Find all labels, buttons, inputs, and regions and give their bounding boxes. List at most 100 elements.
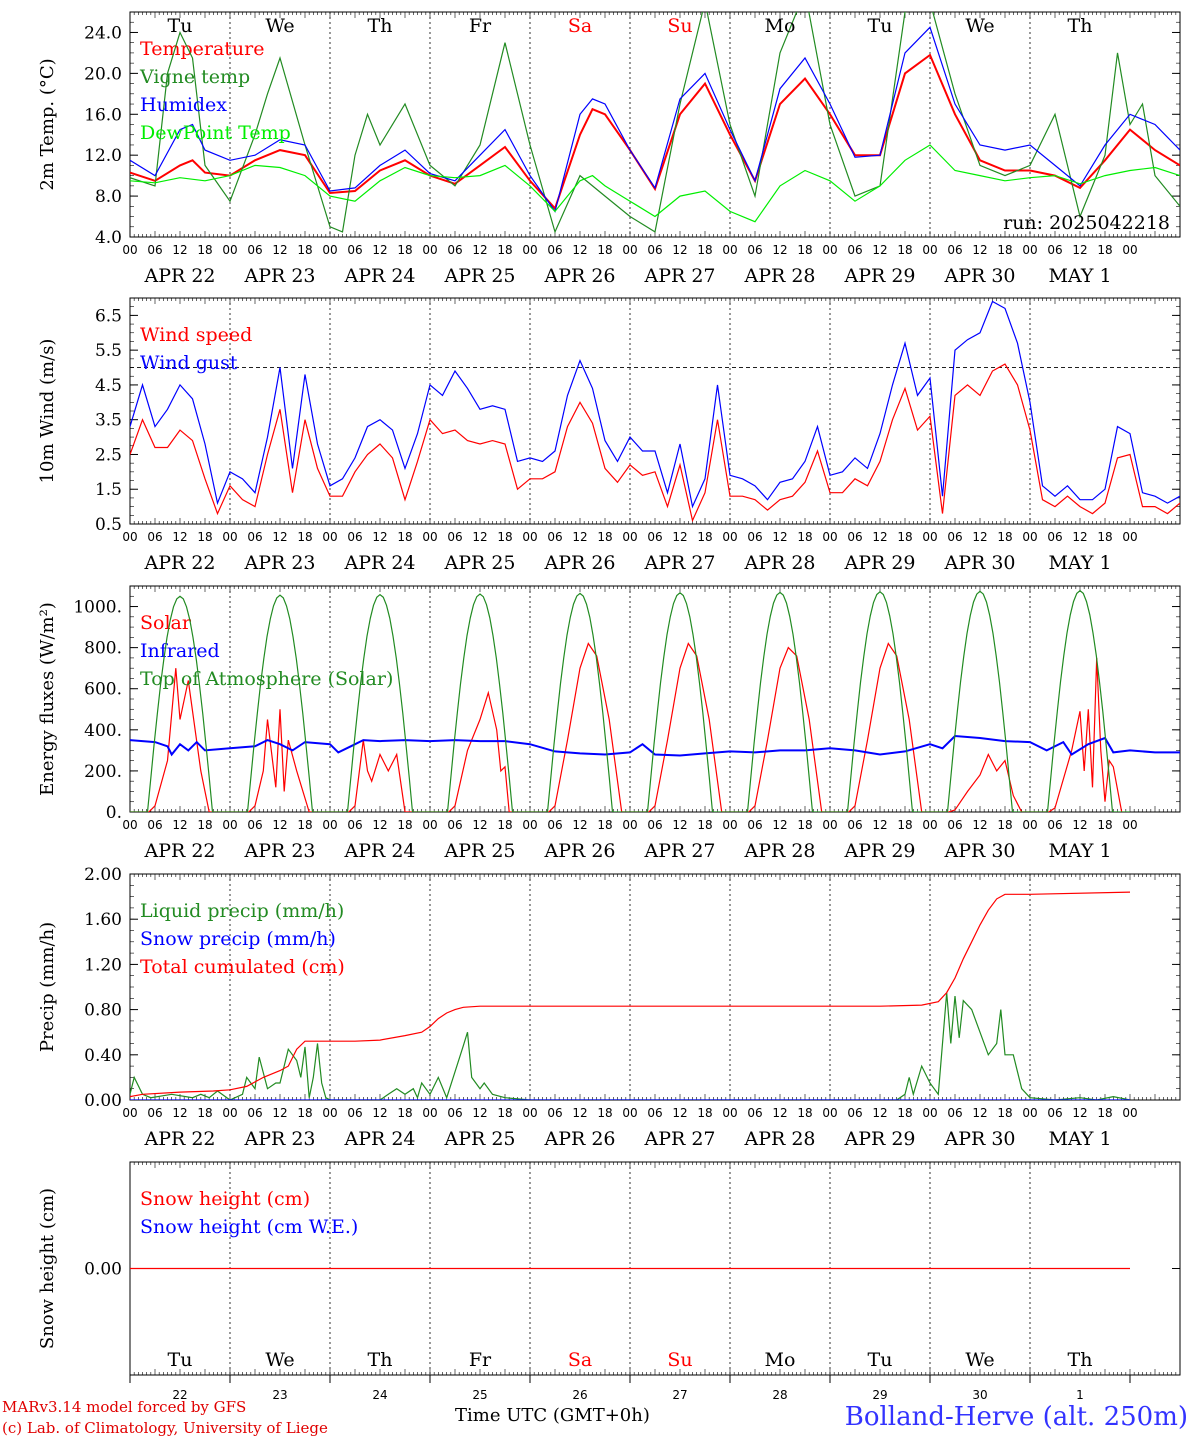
hour-tick-label: 18 [397, 243, 412, 257]
hour-tick-label: 06 [547, 530, 562, 544]
hour-tick-label: 12 [172, 818, 187, 832]
y-tick-label: 600. [84, 680, 122, 700]
y-tick-label: 5.5 [95, 341, 122, 361]
date-label: APR 28 [743, 840, 815, 862]
hour-tick-label: 18 [597, 1106, 612, 1120]
series-line-3-0 [130, 992, 1131, 1100]
hour-tick-label: 06 [247, 530, 262, 544]
hour-tick-label: 12 [572, 530, 587, 544]
date-label: APR 29 [843, 1128, 915, 1150]
date-label: APR 28 [743, 1128, 815, 1150]
hour-tick-label: 06 [447, 530, 462, 544]
weekday-label: Th [1068, 1349, 1093, 1371]
lab-credit: (c) Lab. of Climatology, University of L… [2, 1419, 328, 1437]
hour-tick-label: 00 [822, 243, 837, 257]
hour-tick-label: 00 [422, 530, 437, 544]
date-label: APR 25 [443, 265, 515, 287]
legend-entry: Snow height (cm) [140, 1188, 310, 1210]
weekday-label: Th [368, 1349, 393, 1371]
y-tick-label: 4.5 [95, 376, 122, 396]
series-line-1-1 [130, 300, 1180, 509]
panel-frame [129, 585, 1181, 813]
weekday-label: We [965, 15, 994, 37]
y-axis-label: Precip (mm/h) [37, 922, 58, 1052]
date-label: APR 23 [243, 552, 315, 574]
date-label: MAY 1 [1048, 1128, 1111, 1150]
panel-frame [129, 297, 1181, 525]
y-tick-label: 3.5 [95, 411, 122, 431]
hour-tick-label: 06 [247, 243, 262, 257]
y-tick-label: 0.00 [84, 1091, 122, 1111]
hour-tick-label: 18 [797, 1106, 812, 1120]
date-label: APR 22 [143, 1128, 215, 1150]
hour-tick-label: 00 [722, 1106, 737, 1120]
y-tick-label: 0.40 [84, 1046, 122, 1066]
hour-tick-label: 00 [822, 818, 837, 832]
hour-tick-label: 00 [1022, 243, 1037, 257]
hour-tick-label: 00 [1122, 1106, 1137, 1120]
hour-tick-label: 18 [997, 818, 1012, 832]
date-label: APR 22 [143, 265, 215, 287]
hour-tick-label: 06 [447, 243, 462, 257]
hour-tick-label: 00 [622, 530, 637, 544]
hour-tick-label: 00 [422, 243, 437, 257]
panel-1: 4.0 8.0 12.0 16.0 20.0 24.0 2m Temp. (°C) 00 06 1… [37, 11, 1181, 287]
hour-tick-label: 18 [197, 530, 212, 544]
hour-tick-label: 06 [347, 243, 362, 257]
day-number-label: 26 [572, 1388, 587, 1402]
y-tick-label: 0. [106, 803, 122, 823]
y-axis-label: 10m Wind (m/s) [37, 339, 58, 484]
series-line-0-1 [130, 12, 1180, 234]
hour-tick-label: 06 [347, 1106, 362, 1120]
y-tick-label: 0.5 [95, 515, 122, 535]
hour-tick-label: 00 [622, 818, 637, 832]
hour-tick-label: 18 [497, 530, 512, 544]
hour-tick-label: 12 [472, 1106, 487, 1120]
legend-entry: Snow precip (mm/h) [140, 928, 336, 950]
y-tick-label: 0.00 [84, 1260, 122, 1280]
hour-tick-label: 06 [847, 530, 862, 544]
hour-tick-label: 06 [547, 243, 562, 257]
hour-tick-label: 06 [1047, 530, 1062, 544]
hour-tick-label: 06 [247, 818, 262, 832]
hour-tick-label: 12 [172, 243, 187, 257]
legend-entry: Snow height (cm W.E.) [140, 1216, 358, 1238]
series-line-2-1 [130, 734, 1180, 757]
y-tick-label: 2.00 [84, 865, 122, 885]
hour-tick-label: 06 [447, 818, 462, 832]
hour-tick-label: 00 [722, 243, 737, 257]
legend-entry: DewPoint Temp [140, 122, 291, 144]
hour-tick-label: 00 [122, 243, 137, 257]
y-tick-label: 8.0 [95, 187, 122, 207]
hour-tick-label: 18 [397, 530, 412, 544]
hour-tick-label: 18 [797, 530, 812, 544]
hour-tick-label: 06 [347, 818, 362, 832]
legend-entry: Humidex [140, 94, 227, 116]
panel-4: 0.00 0.40 0.80 1.20 1.60 2.00 Precip (mm/h) 00 0… [37, 865, 1181, 1150]
hour-tick-label: 06 [747, 1106, 762, 1120]
hour-tick-label: 12 [772, 1106, 787, 1120]
y-tick-label: 1.20 [84, 955, 122, 975]
hour-tick-label: 00 [1022, 1106, 1037, 1120]
weekday-label: We [965, 1349, 994, 1371]
legend-entry: Vigne temp [139, 66, 250, 88]
hour-tick-label: 12 [672, 1106, 687, 1120]
date-label: APR 27 [643, 552, 715, 574]
hour-tick-label: 12 [272, 1106, 287, 1120]
y-tick-label: 16.0 [84, 105, 122, 125]
date-label: APR 29 [843, 840, 915, 862]
series-line-2-0 [130, 642, 1123, 812]
hour-tick-label: 00 [822, 530, 837, 544]
day-number-label: 1 [1076, 1388, 1084, 1402]
hour-tick-label: 00 [1122, 243, 1137, 257]
date-label: APR 23 [243, 1128, 315, 1150]
hour-tick-label: 06 [147, 818, 162, 832]
hour-tick-label: 18 [997, 243, 1012, 257]
date-label: APR 26 [543, 265, 615, 287]
hour-tick-label: 12 [972, 243, 987, 257]
weekday-label: Su [667, 1349, 692, 1371]
hour-tick-label: 06 [447, 1106, 462, 1120]
hour-tick-label: 18 [897, 530, 912, 544]
y-tick-label: 800. [84, 639, 122, 659]
hour-tick-label: 00 [122, 1106, 137, 1120]
